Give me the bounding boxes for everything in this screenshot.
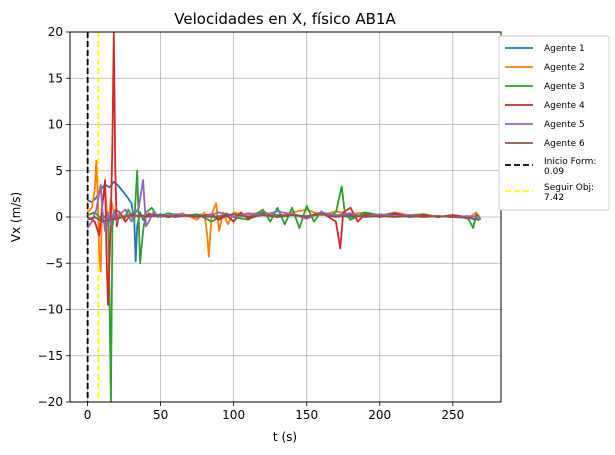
legend-label: Agente 3: [544, 82, 585, 92]
legend-value: 0.09: [544, 167, 564, 177]
legend-label: Agente 6: [544, 139, 585, 149]
series-line: [87, 169, 482, 402]
x-tick-label: 0: [84, 408, 92, 422]
y-axis-ticks: −20 −15 −10 −5 0 5 10 15 20: [38, 25, 70, 409]
x-tick-label: 250: [441, 408, 464, 422]
legend-label: Agente 2: [544, 63, 585, 73]
legend: Agente 1 Agente 2 Agente 3 Agente 4 Agente 5…: [498, 35, 610, 211]
x-tick-label: 50: [153, 408, 168, 422]
y-tick-label: 5: [55, 164, 63, 178]
y-tick-label: 15: [48, 71, 63, 85]
legend-label: Agente 4: [544, 101, 585, 111]
y-tick-label: 20: [48, 25, 63, 39]
legend-value: 7.42: [544, 193, 564, 203]
series-line: [87, 213, 480, 223]
y-tick-label: −5: [45, 256, 63, 270]
y-tick-label: −15: [38, 349, 63, 363]
legend-label: Agente 1: [544, 44, 585, 54]
chart-title: Velocidades en X, físico AB1A: [174, 10, 396, 28]
y-tick-label: 0: [55, 210, 63, 224]
legend-box: [498, 35, 610, 211]
series-group: [86, 32, 482, 402]
legend-label: Inicio Form:: [544, 157, 596, 167]
y-axis-label: Vx (m/s): [9, 192, 23, 242]
x-axis-ticks: 0 50 100 150 200 250: [84, 402, 464, 422]
x-tick-label: 200: [368, 408, 391, 422]
y-tick-label: −20: [38, 395, 63, 409]
x-tick-label: 100: [222, 408, 245, 422]
legend-label: Agente 5: [544, 120, 585, 130]
x-tick-label: 150: [295, 408, 318, 422]
series-line: [87, 32, 480, 306]
x-axis-label: t (s): [273, 430, 297, 444]
y-tick-label: 10: [48, 118, 63, 132]
series-line: [86, 179, 480, 232]
legend-label: Seguir Obj:: [544, 183, 594, 193]
y-tick-label: −10: [38, 303, 63, 317]
